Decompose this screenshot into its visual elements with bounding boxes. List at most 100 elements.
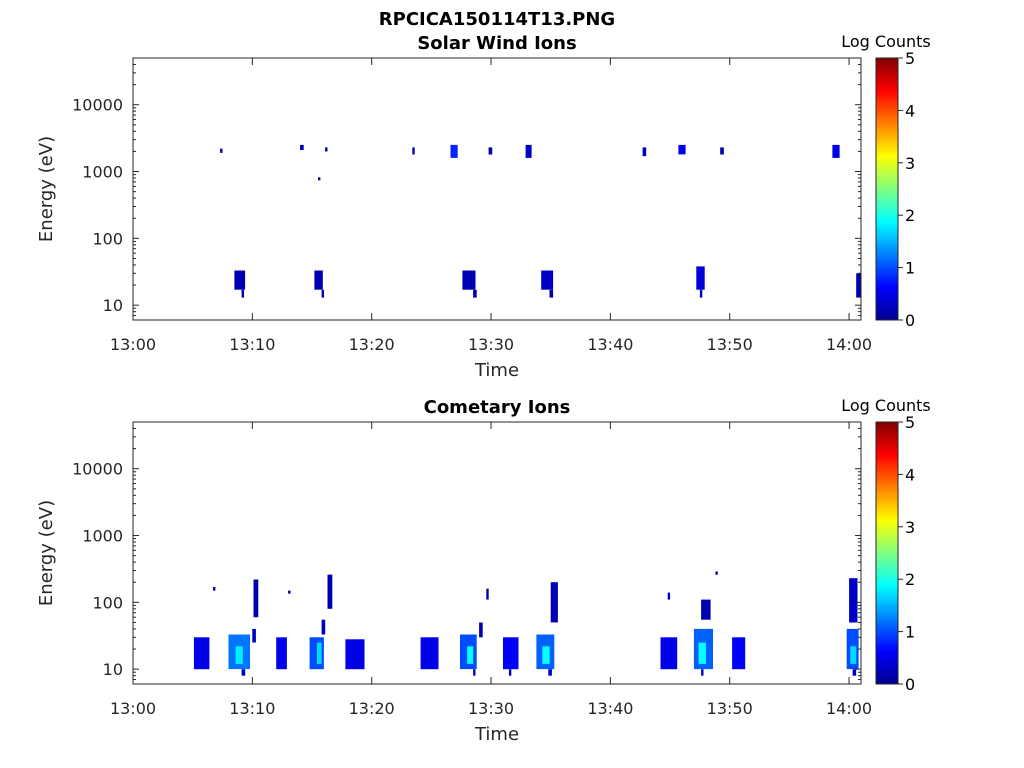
colorbar-tick-label: 3: [905, 154, 915, 173]
spectrogram-cell: [720, 147, 724, 155]
y-tick-label: 10000: [72, 96, 123, 115]
colorbar-label: Log Counts: [841, 32, 931, 51]
spectrogram-cell: [698, 642, 706, 664]
spectrogram-cell: [241, 289, 244, 298]
y-tick-label: 100: [92, 229, 123, 248]
x-tick-label: 13:10: [229, 699, 275, 718]
spectrogram-cell: [852, 669, 857, 676]
x-tick-label: 13:30: [468, 335, 514, 354]
spectrogram-cell: [488, 147, 493, 155]
spectrogram-cell: [701, 599, 711, 620]
spectrogram-cell: [318, 177, 321, 181]
colorbar-gradient: [875, 57, 899, 321]
plot-frame: [132, 57, 862, 321]
spectrogram-cell: [542, 646, 550, 664]
spectrogram-cell: [678, 144, 686, 155]
colorbar-gradient: [875, 421, 899, 685]
colorbar-tick-label: 0: [905, 311, 915, 330]
spectrogram-cell: [345, 639, 365, 670]
colorbar-tick-label: 0: [905, 675, 915, 694]
x-tick-label: 13:40: [587, 699, 633, 718]
spectrogram-cell: [220, 148, 223, 153]
colorbar-tick-label: 4: [905, 465, 915, 484]
x-tick-label: 13:30: [468, 699, 514, 718]
spectrogram-cell: [508, 669, 512, 676]
spectrogram-cell: [462, 270, 476, 290]
spectrogram-cell: [696, 266, 705, 290]
spectrogram-cell: [467, 646, 474, 664]
colorbar-tick-label: 3: [905, 518, 915, 537]
x-tick-label: 13:00: [110, 699, 156, 718]
colorbar-ticks: 5 4 3 2 1 0: [898, 413, 915, 694]
cometary-data-layer: [193, 571, 859, 676]
x-tick-label: 13:00: [110, 335, 156, 354]
x-tick-label: 13:10: [229, 335, 275, 354]
y-tick-label: 100: [92, 593, 123, 612]
y-tick-label: 10000: [72, 460, 123, 479]
spectrogram-cell: [832, 144, 840, 158]
spectrogram-cell: [276, 637, 287, 670]
spectrogram-cell: [412, 147, 415, 155]
spectrogram-cell: [193, 637, 210, 670]
spectrogram-cell: [235, 646, 243, 664]
spectrogram-cell: [288, 590, 291, 594]
colorbar: Log Counts 5 4 3 2 1 0: [841, 396, 931, 694]
spectrogram-cell: [473, 669, 476, 676]
colorbar-tick-label: 5: [905, 49, 915, 68]
spectrogram-cell: [473, 289, 477, 298]
colorbar-tick-label: 1: [905, 259, 915, 278]
solar-wind-data-layer: [220, 144, 861, 298]
spectrogram-cell: [732, 637, 746, 670]
spectrogram-cell: [316, 642, 322, 664]
y-tick-label: 10: [103, 660, 123, 679]
colorbar-tick-label: 1: [905, 623, 915, 642]
panel-title: Solar Wind Ions: [417, 33, 576, 54]
spectrogram-cell: [525, 144, 532, 158]
spectrogram-cell: [850, 646, 857, 664]
spectrogram-cell: [420, 637, 439, 670]
spectrogram-cell: [327, 574, 333, 609]
colorbar-tick-label: 5: [905, 413, 915, 432]
spectrogram-cell: [479, 622, 483, 638]
spectrogram-cell: [314, 270, 323, 290]
y-axis: 10 100 1000 10000: [72, 57, 861, 321]
spectrogram-cell: [541, 270, 554, 290]
colorbar-label: Log Counts: [841, 396, 931, 415]
spectrogram-cell: [503, 637, 519, 670]
y-axis-label: Energy (eV): [36, 500, 57, 606]
x-tick-label: 13:50: [707, 335, 753, 354]
x-tick-label: 14:00: [826, 335, 872, 354]
spectrogram-cell: [325, 147, 328, 152]
colorbar: Log Counts 5 4 3 2 1 0: [841, 32, 931, 330]
colorbar-tick-label: 2: [905, 206, 915, 225]
y-axis: 10 100 1000 10000: [72, 421, 861, 685]
spectrogram-cell: [253, 579, 259, 618]
panel-title: Cometary Ions: [424, 397, 571, 418]
x-tick-label: 13:40: [587, 335, 633, 354]
colorbar-tick-label: 2: [905, 570, 915, 589]
spectrogram-cell: [667, 592, 671, 600]
spectrogram-cell: [213, 587, 216, 591]
x-tick-label: 13:50: [707, 699, 753, 718]
colorbar-ticks: 5 4 3 2 1 0: [898, 49, 915, 330]
plot-frame: [132, 421, 862, 685]
spectrogram-cell: [660, 637, 678, 670]
spectrogram-cell: [486, 588, 489, 600]
x-axis-label: Time: [474, 360, 519, 381]
spectrogram-cell: [234, 270, 246, 290]
spectrogram-cell: [450, 144, 458, 158]
spectrogram-cell: [300, 144, 304, 150]
x-axis-label: Time: [474, 724, 519, 745]
spectrogram-cell: [321, 619, 326, 635]
y-tick-label: 1000: [82, 527, 123, 546]
y-tick-label: 10: [103, 296, 123, 315]
x-tick-label: 13:20: [349, 335, 395, 354]
spectrogram-cell: [549, 289, 554, 298]
spectrogram-cell: [241, 669, 246, 676]
spectrogram-cell: [309, 637, 324, 670]
x-axis: 13:00 13:10 13:20 13:30 13:40 13:50 14:00: [110, 422, 872, 718]
y-tick-label: 1000: [82, 163, 123, 182]
